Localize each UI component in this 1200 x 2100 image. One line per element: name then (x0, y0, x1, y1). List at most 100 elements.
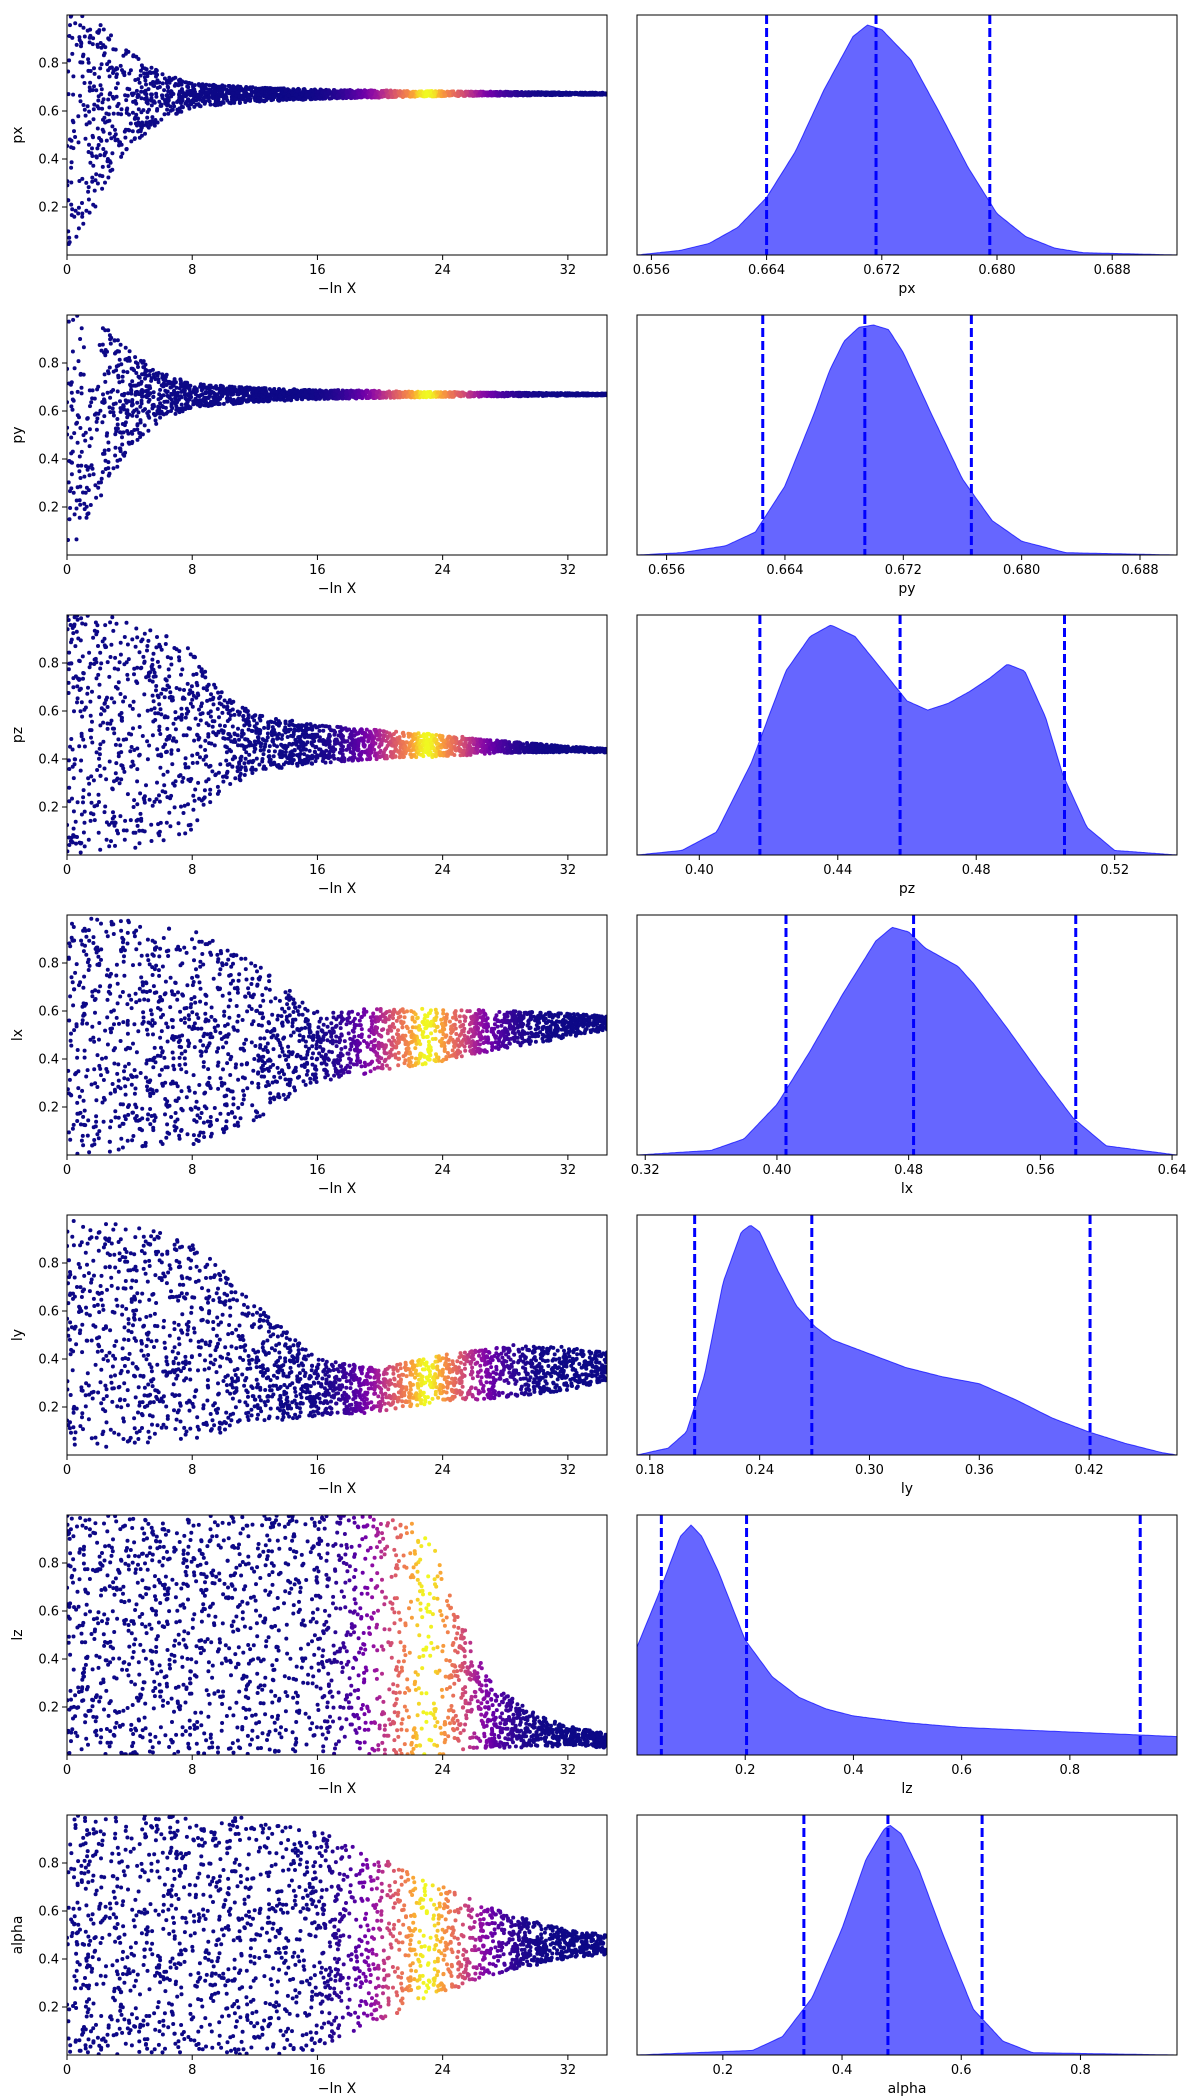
scatter-point (100, 186, 105, 191)
scatter-point (135, 95, 140, 100)
scatter-point (191, 793, 196, 798)
scatter-point (75, 315, 80, 318)
scatter-point (102, 153, 107, 158)
scatter-point (164, 98, 169, 103)
scatter-point (117, 349, 121, 354)
scatter-point (180, 382, 185, 387)
scatter-point (213, 98, 218, 103)
scatter-point (127, 357, 131, 362)
scatter-point (139, 133, 144, 138)
scatter-point (278, 86, 283, 91)
scatter-point (162, 76, 167, 81)
scatter-point (428, 89, 432, 94)
scatter-point (67, 459, 72, 463)
scatter-point (94, 88, 99, 93)
scatter-point (132, 136, 137, 141)
scatter-point (138, 791, 143, 796)
scatter-point (131, 699, 136, 704)
scatter-point (138, 404, 143, 409)
scatter-point (192, 401, 197, 406)
scatter-point (408, 390, 413, 395)
scatter-point (153, 412, 158, 417)
scatter-point (154, 91, 159, 96)
scatter-point (69, 404, 74, 409)
scatter-point (354, 395, 359, 400)
scatter-point (304, 747, 308, 752)
scatter-point (140, 394, 145, 399)
scatter-point (158, 396, 163, 401)
scatter-point (348, 389, 353, 394)
scatter-point (103, 150, 108, 155)
scatter-point (113, 47, 118, 52)
scatter-point (404, 390, 409, 395)
scatter-point (174, 392, 179, 396)
scatter-point (77, 179, 82, 183)
scatter-point (133, 830, 138, 835)
scatter-point (219, 390, 224, 395)
scatter-point (67, 823, 70, 827)
scatter-point (165, 389, 170, 394)
scatter-point (109, 33, 113, 38)
scatter-point (169, 78, 174, 82)
y-tick-label: 0.2 (38, 201, 59, 216)
scatter-point (188, 390, 193, 395)
scatter-point (198, 94, 203, 99)
kde-axes-frame (636, 314, 1178, 556)
scatter-point (75, 440, 80, 445)
scatter-point (98, 173, 102, 178)
scatter-point (178, 100, 183, 105)
scatter-point (505, 89, 510, 94)
scatter-point (126, 391, 131, 396)
scatter-point (150, 367, 155, 372)
scatter-point (221, 87, 226, 92)
scatter-point (247, 396, 252, 401)
scatter-point (115, 338, 120, 343)
scatter-point (203, 738, 208, 743)
scatter-point (424, 94, 429, 99)
scatter-point (106, 369, 110, 374)
scatter-point (180, 89, 185, 94)
scatter-point (132, 798, 137, 803)
scatter-point (117, 380, 122, 385)
scatter-point (135, 423, 140, 428)
scatter-point (70, 407, 75, 412)
scatter-point (268, 396, 272, 401)
scatter-point (86, 57, 91, 62)
scatter-point (317, 396, 322, 401)
scatter-point (67, 183, 70, 188)
scatter-point (80, 211, 85, 216)
scatter-point (440, 394, 445, 399)
scatter-point (165, 393, 170, 398)
scatter-point (88, 404, 92, 409)
scatter-point (436, 390, 441, 395)
scatter-point (156, 377, 161, 382)
scatter-point (151, 390, 156, 395)
scatter-point (76, 205, 81, 210)
scatter-point (136, 410, 141, 415)
scatter-point (102, 448, 107, 453)
scatter-point (105, 62, 110, 67)
scatter-point (96, 98, 101, 103)
scatter-point (134, 88, 139, 93)
scatter-point (101, 392, 105, 397)
scatter-point (523, 90, 528, 95)
scatter-point (512, 92, 517, 97)
scatter-point (191, 100, 196, 105)
scatter-point (117, 712, 122, 717)
scatter-point (102, 701, 107, 706)
scatter-point (114, 761, 119, 766)
scatter-point (83, 490, 88, 495)
scatter-point (334, 389, 339, 394)
scatter-point (286, 93, 291, 98)
scatter-point (180, 406, 185, 411)
scatter-point (239, 95, 244, 100)
scatter-point (159, 117, 164, 122)
scatter-point (263, 86, 268, 91)
scatter-point (344, 392, 349, 397)
scatter-point (197, 97, 202, 102)
scatter-point (271, 754, 276, 759)
scatter-point (89, 400, 94, 405)
scatter-point (208, 709, 213, 714)
scatter-point (69, 486, 74, 491)
